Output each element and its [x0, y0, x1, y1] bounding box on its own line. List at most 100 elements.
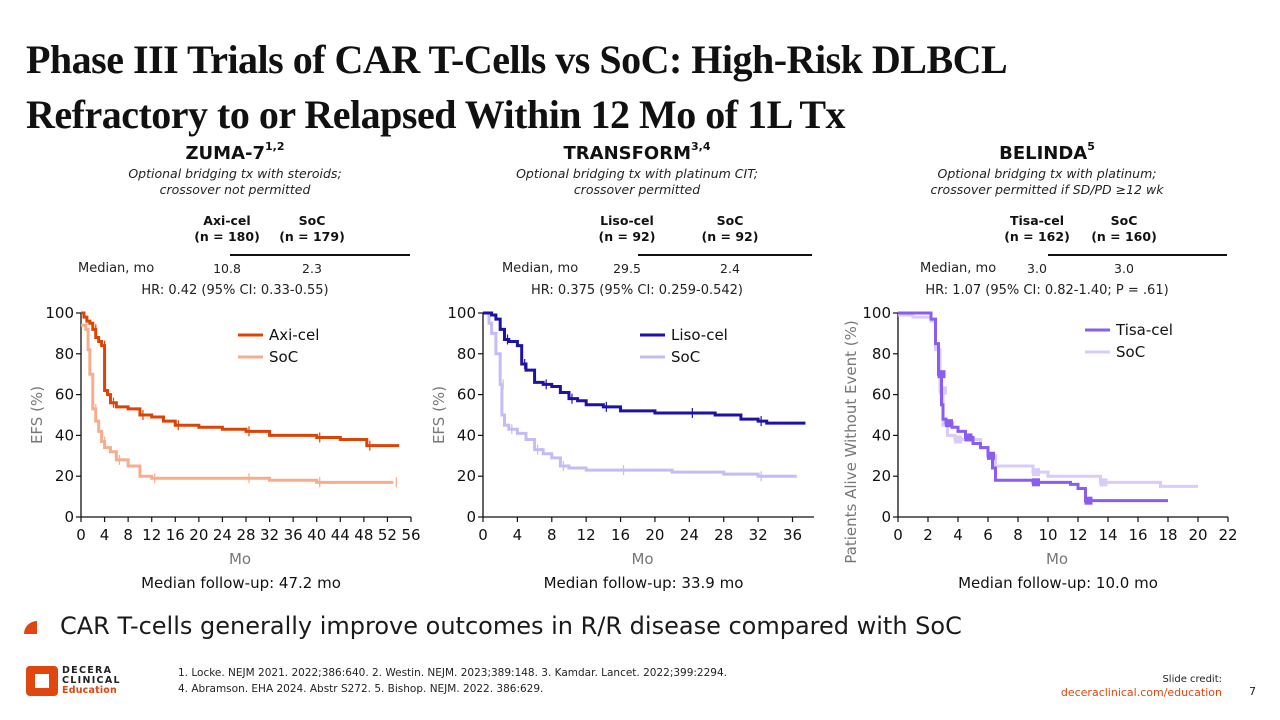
km-chart: 0 4 8 12 16 20 24 28 32 36 40 44 48 52 56020406080100M…	[28, 304, 421, 592]
x-tick-label: 4	[513, 526, 523, 544]
arm1-median: 3.0	[1027, 261, 1047, 276]
arm1-header: Tisa-cel (n = 162)	[997, 213, 1077, 245]
x-tick-label: 28	[236, 526, 255, 544]
median-follow-up: Median follow-up: 33.9 mo	[544, 574, 744, 592]
x-tick-label: 16	[611, 526, 630, 544]
desc-line-2: crossover permitted	[573, 182, 701, 197]
credit-link[interactable]: deceraclinical.com/education	[1060, 686, 1222, 699]
panel-transform: TRANSFORM3,4 Optional bridging tx with p…	[430, 140, 842, 595]
x-tick-label: 44	[331, 526, 350, 544]
arm1-n: (n = 162)	[1004, 229, 1070, 244]
logo-text: DECERA CLINICAL Education	[62, 666, 121, 696]
x-tick-label: 40	[307, 526, 326, 544]
x-axis-title: Mo	[229, 550, 251, 568]
slide-title-line-2: Refractory to or Relapsed Within 12 Mo o…	[26, 92, 846, 137]
arm1-header: Axi-cel (n = 180)	[187, 213, 267, 245]
trial-refs: 3,4	[690, 140, 711, 153]
logo-line-3: Education	[62, 685, 117, 696]
x-tick-label: 0	[76, 526, 86, 544]
x-tick-label: 4	[953, 526, 963, 544]
references-line-1: 1. Locke. NEJM 2021. 2022;386:640. 2. We…	[178, 667, 727, 679]
y-tick-label: 0	[64, 508, 74, 526]
arm2-name: SoC	[1110, 213, 1138, 228]
logo-line-2: CLINICAL	[62, 675, 121, 686]
censor-mark	[1032, 478, 1040, 487]
trial-description: Optional bridging tx with platinum CIT; …	[432, 166, 842, 198]
x-tick-label: 18	[1158, 526, 1177, 544]
y-tick-label: 20	[55, 467, 74, 485]
x-tick-label: 24	[680, 526, 699, 544]
x-tick-label: 20	[189, 526, 208, 544]
censor-mark	[987, 451, 995, 460]
censor-mark	[945, 419, 953, 428]
arm1-median: 10.8	[213, 261, 241, 276]
y-tick-label: 100	[45, 304, 74, 322]
arm1-n: (n = 180)	[194, 229, 260, 244]
arm2-header: SoC (n = 160)	[1084, 213, 1164, 245]
arm2-n: (n = 179)	[279, 229, 345, 244]
y-tick-label: 80	[55, 345, 74, 363]
x-tick-label: 4	[100, 526, 110, 544]
x-tick-label: 0	[478, 526, 488, 544]
arm2-name: SoC	[716, 213, 744, 228]
panel-belinda: BELINDA5 Optional bridging tx with plati…	[842, 140, 1252, 595]
arm1-name: Axi-cel	[203, 213, 251, 228]
trial-refs: 5	[1087, 140, 1095, 153]
legend-label: Tisa-cel	[1115, 321, 1173, 339]
y-tick-label: 20	[872, 467, 891, 485]
table-rule	[230, 254, 410, 256]
x-tick-label: 12	[577, 526, 596, 544]
arm2-name: SoC	[298, 213, 326, 228]
y-tick-label: 40	[872, 426, 891, 444]
x-axis-title: Mo	[1046, 550, 1068, 568]
page-number: 7	[1249, 685, 1256, 698]
desc-line-1: Optional bridging tx with platinum;	[937, 166, 1157, 181]
arm2-n: (n = 92)	[701, 229, 759, 244]
trial-description: Optional bridging tx with platinum; cros…	[842, 166, 1252, 198]
censor-mark	[1032, 468, 1040, 477]
x-tick-label: 32	[260, 526, 279, 544]
legend-label: SoC	[671, 348, 700, 366]
series-line-liso-cel	[483, 311, 806, 425]
desc-line-2: crossover permitted if SD/PD ≥12 wk	[930, 182, 1164, 197]
arm1-header: Liso-cel (n = 92)	[587, 213, 667, 245]
desc-line-2: crossover not permitted	[159, 182, 311, 197]
x-tick-label: 48	[354, 526, 373, 544]
arm1-n: (n = 92)	[598, 229, 656, 244]
x-tick-label: 16	[1128, 526, 1147, 544]
arm2-header: SoC (n = 179)	[272, 213, 352, 245]
x-tick-label: 36	[284, 526, 303, 544]
x-tick-label: 24	[213, 526, 232, 544]
trial-name: ZUMA-71,2	[30, 140, 440, 164]
y-tick-label: 100	[862, 304, 891, 322]
y-tick-label: 80	[457, 345, 476, 363]
desc-line-1: Optional bridging tx with platinum CIT;	[516, 166, 758, 181]
median-follow-up: Median follow-up: 10.0 mo	[958, 574, 1158, 592]
series-line-soc	[483, 311, 797, 478]
y-tick-label: 40	[55, 426, 74, 444]
hazard-ratio: HR: 0.375 (95% CI: 0.259-0.542)	[531, 283, 743, 298]
arm2-median: 2.3	[302, 261, 322, 276]
x-tick-label: 36	[783, 526, 802, 544]
trial-description: Optional bridging tx with steroids; cros…	[30, 166, 440, 198]
y-axis-title: EFS (%)	[28, 386, 46, 444]
trial-name: BELINDA5	[842, 140, 1252, 164]
bullet-icon	[24, 621, 37, 634]
slide-title-line-1: Phase III Trials of CAR T-Cells vs SoC: …	[26, 37, 1008, 82]
arm1-name: Tisa-cel	[1009, 213, 1065, 228]
series-line-soc	[81, 323, 394, 484]
references-line-2: 4. Abramson. EHA 2024. Abstr S272. 5. Bi…	[178, 683, 544, 695]
km-chart: 0 4 8 12 16 20 24 28 32 36 0 20 40 60 80 100 Mo EFS (%) Li…	[430, 304, 814, 592]
series-line-axi-cel	[81, 311, 400, 448]
x-tick-label: 8	[1013, 526, 1023, 544]
credit-label: Slide credit:	[1162, 674, 1222, 685]
legend-label: SoC	[269, 348, 298, 366]
trial-refs: 1,2	[265, 140, 285, 153]
y-tick-label: 60	[872, 386, 891, 404]
y-tick-label: 20	[457, 467, 476, 485]
x-tick-label: 28	[714, 526, 733, 544]
y-axis-title: EFS (%)	[430, 386, 448, 444]
x-axis-title: Mo	[631, 550, 653, 568]
x-tick-label: 52	[378, 526, 397, 544]
y-tick-label: 40	[457, 426, 476, 444]
